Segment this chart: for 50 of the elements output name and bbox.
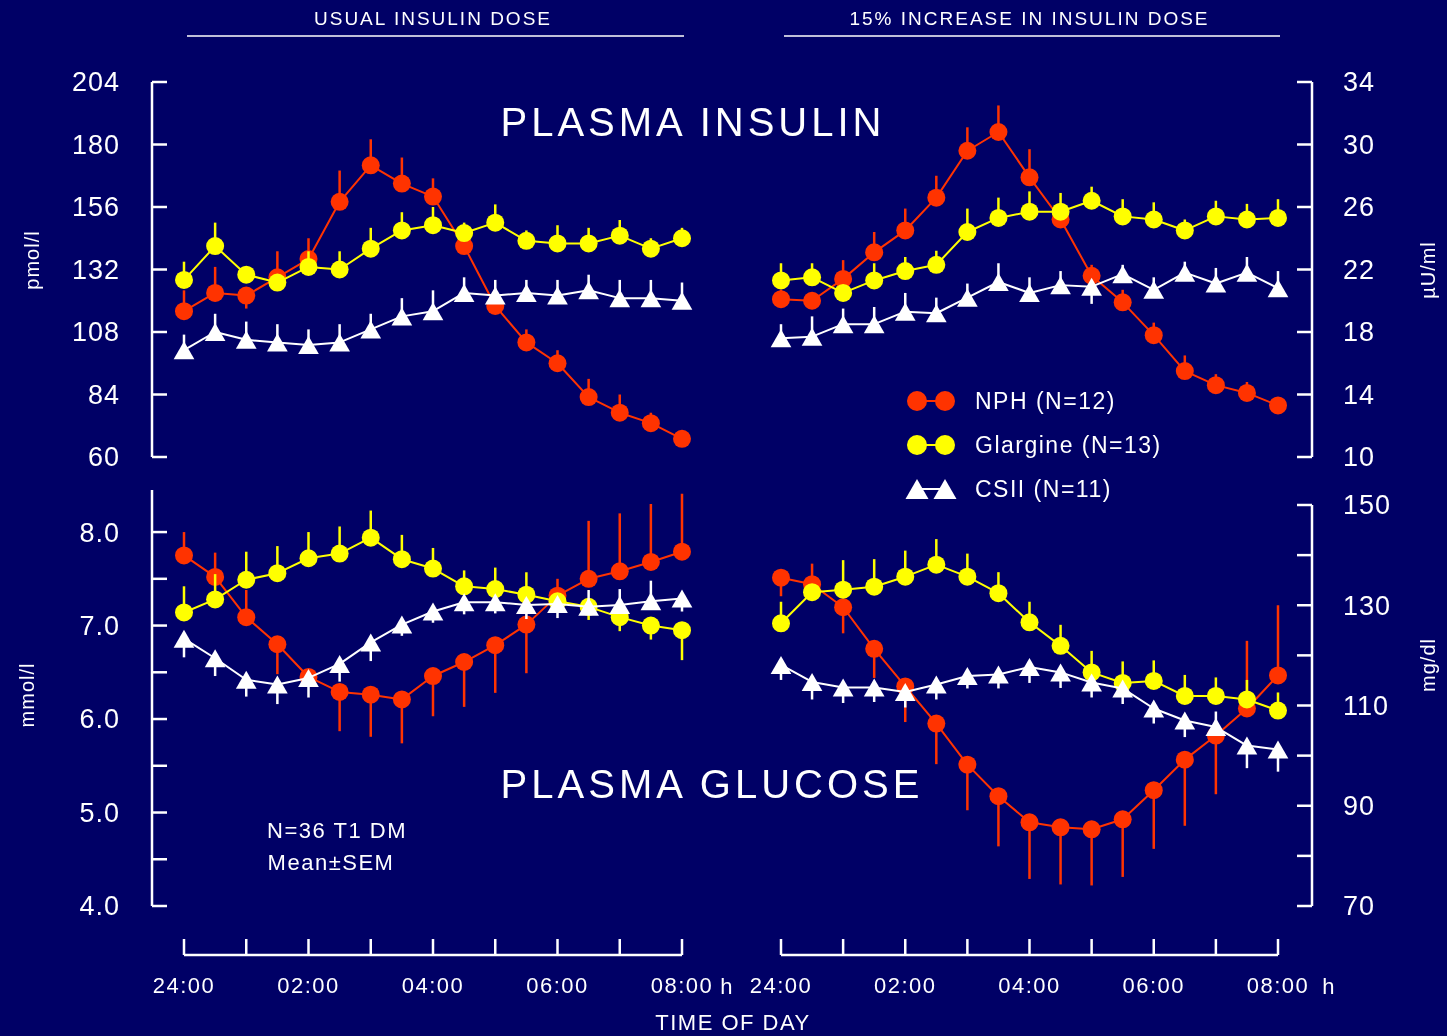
legend-label: Glargine (N=13): [975, 432, 1162, 459]
x-tick-label: 24:00: [749, 973, 813, 998]
text: h: [720, 974, 734, 999]
x-tick-label: 02:00: [277, 973, 340, 998]
y-axis-title: mg/dl: [1417, 638, 1439, 692]
y-tick-label: 5.0: [79, 797, 120, 828]
legend-label: CSII (N=11): [975, 476, 1112, 503]
x-tick-label: 06:00: [1122, 973, 1186, 998]
y-tick-label: 204: [71, 67, 120, 98]
x-tick-label: 06:00: [526, 973, 589, 998]
y-tick-label: 26: [1343, 192, 1376, 223]
y-tick-label: 18: [1343, 317, 1376, 348]
y-tick-label: 150: [1343, 490, 1392, 521]
y-tick-label: 180: [71, 129, 120, 160]
y-axis-title: pmol/l: [21, 230, 43, 290]
y-tick-label: 156: [71, 192, 120, 223]
y-tick-label: 10: [1343, 442, 1376, 473]
x-tick-label: 02:00: [873, 973, 937, 998]
x-tick-label: 24:00: [152, 973, 216, 998]
x-axis-title: TIME OF DAY: [655, 1010, 811, 1035]
chart-title: 15% INCREASE IN INSULIN DOSE: [849, 8, 1210, 29]
y-tick-label: 34: [1343, 67, 1376, 98]
y-tick-label: 60: [87, 442, 120, 473]
y-axis-title: µU/ml: [1417, 241, 1439, 299]
x-tick-label: 08:00: [650, 973, 714, 998]
annotation: PLASMA INSULIN: [500, 100, 886, 144]
y-tick-label: 130: [1343, 590, 1392, 621]
y-tick-label: 90: [1343, 791, 1376, 822]
y-axis-title: mmol/l: [16, 662, 38, 728]
y-tick-label: 30: [1343, 129, 1376, 160]
y-tick-label: 132: [71, 254, 120, 285]
y-tick-label: 7.0: [79, 611, 120, 641]
text: h: [1322, 974, 1336, 999]
annotation: Mean±SEM: [267, 850, 395, 875]
annotation: N=36 T1 DM: [267, 818, 407, 843]
y-tick-label: 14: [1343, 379, 1376, 410]
y-tick-label: 4.0: [79, 891, 120, 922]
annotation: PLASMA GLUCOSE: [500, 762, 924, 806]
y-tick-label: 84: [87, 379, 120, 410]
y-tick-label: 70: [1343, 891, 1376, 922]
y-tick-label: 6.0: [79, 704, 120, 735]
x-tick-label: 04:00: [401, 973, 465, 998]
y-tick-label: 108: [71, 317, 120, 348]
y-tick-label: 110: [1343, 690, 1390, 721]
x-tick-label: 08:00: [1246, 973, 1310, 998]
chart-title: USUAL INSULIN DOSE: [313, 8, 553, 29]
x-tick-label: 04:00: [998, 973, 1061, 998]
y-tick-label: 8.0: [79, 517, 120, 548]
y-tick-label: 22: [1343, 254, 1376, 285]
legend-label: NPH (N=12): [975, 388, 1116, 415]
